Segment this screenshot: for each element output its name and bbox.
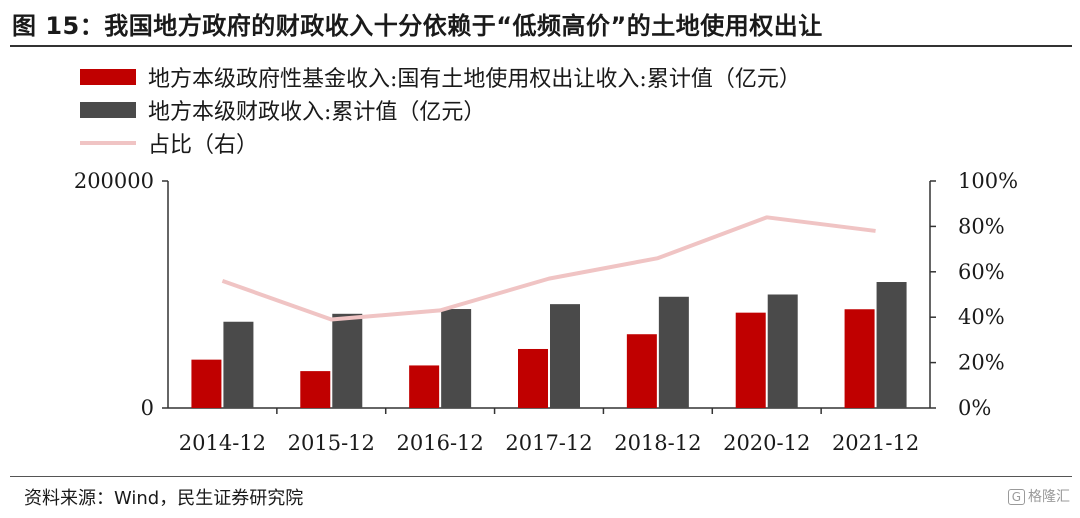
title-divider xyxy=(10,45,1072,47)
legend-label-ratio: 占比（右） xyxy=(148,132,259,158)
legend-label-land: 地方本级政府性基金收入:国有土地使用权出让收入:累计值（亿元） xyxy=(148,66,801,92)
bar-land-revenue xyxy=(409,365,440,408)
bar-fiscal-revenue xyxy=(332,313,363,408)
chart-title: 图 15：我国地方政府的财政收入十分依赖于“低频高价”的土地使用权出让 xyxy=(12,12,823,40)
watermark: G 格隆汇 xyxy=(1007,486,1070,506)
bar-land-revenue xyxy=(844,309,875,408)
legend-swatch-land xyxy=(80,68,136,85)
x-tick-label: 2020-12 xyxy=(723,431,810,455)
right-tick-label: 60% xyxy=(958,260,1005,284)
x-tick-label: 2015-12 xyxy=(288,431,375,455)
bar-fiscal-revenue xyxy=(441,309,472,408)
legend-swatch-ratio xyxy=(80,140,136,145)
right-tick-label: 80% xyxy=(958,214,1005,238)
legend-swatch-fiscal xyxy=(80,101,136,118)
legend-item-ratio: 占比（右） xyxy=(80,126,801,159)
x-tick-label: 2017-12 xyxy=(505,431,592,455)
left-tick-label: 200000 xyxy=(74,169,154,193)
watermark-text: 格隆汇 xyxy=(1028,489,1070,505)
right-tick-label: 0% xyxy=(958,396,991,420)
right-tick-label: 40% xyxy=(958,305,1005,329)
legend-item-land: 地方本级政府性基金收入:国有土地使用权出让收入:累计值（亿元） xyxy=(80,60,801,93)
legend-item-fiscal: 地方本级财政收入:累计值（亿元） xyxy=(80,93,801,126)
bar-fiscal-revenue xyxy=(876,282,907,408)
bar-land-revenue xyxy=(735,312,766,408)
bar-land-revenue xyxy=(300,371,331,408)
x-tick-label: 2021-12 xyxy=(832,431,919,455)
right-tick-label: 100% xyxy=(958,169,1018,193)
bar-fiscal-revenue xyxy=(550,304,580,408)
legend: 地方本级政府性基金收入:国有土地使用权出让收入:累计值（亿元） 地方本级财政收入… xyxy=(80,60,801,159)
bar-fiscal-revenue xyxy=(767,294,798,408)
left-tick-label: 0 xyxy=(141,396,154,420)
bar-fiscal-revenue xyxy=(223,321,254,408)
watermark-logo: G xyxy=(1007,489,1025,505)
right-tick-label: 20% xyxy=(958,351,1005,375)
bar-land-revenue xyxy=(518,348,548,408)
bar-fiscal-revenue xyxy=(658,296,689,408)
x-tick-label: 2014-12 xyxy=(179,431,266,455)
x-tick-label: 2018-12 xyxy=(614,431,701,455)
source-note: 资料来源：Wind，民生证券研究院 xyxy=(24,488,304,509)
x-tick-label: 2016-12 xyxy=(397,431,484,455)
bar-land-revenue xyxy=(626,334,657,408)
footer-divider xyxy=(10,476,1072,477)
bar-land-revenue xyxy=(191,359,222,408)
legend-label-fiscal: 地方本级财政收入:累计值（亿元） xyxy=(148,99,486,125)
